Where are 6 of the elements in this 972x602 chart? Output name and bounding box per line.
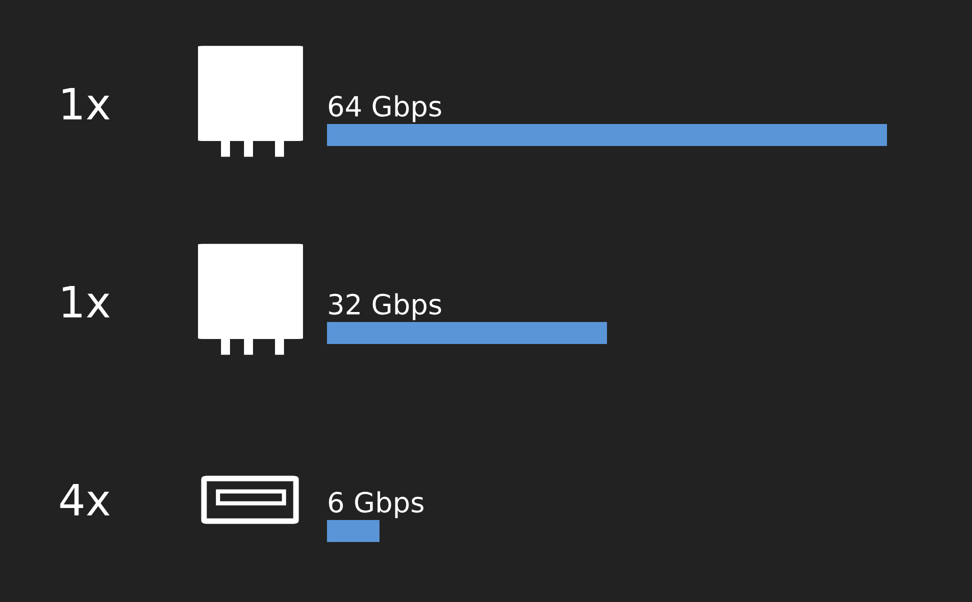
data-label: 32 Gbps [329, 293, 442, 320]
data-label: 64 Gbps [328, 95, 442, 122]
y-tick-label: 4x [60, 484, 110, 516]
y-tick-label: 1x [62, 88, 110, 120]
y-tick-label: 1x [62, 286, 110, 318]
data-label: 6 Gbps [328, 491, 424, 518]
